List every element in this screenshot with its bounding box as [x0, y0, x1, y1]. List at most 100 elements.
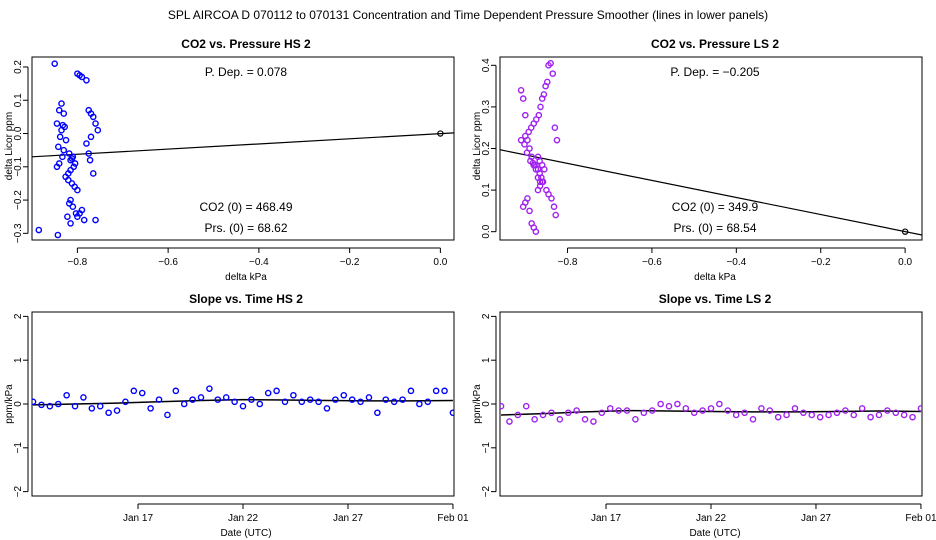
data-point — [541, 165, 548, 173]
data-point — [264, 389, 272, 397]
x-tick-label: −0.2 — [340, 257, 360, 268]
data-point — [615, 407, 622, 414]
data-point — [514, 411, 522, 419]
fit-line — [32, 132, 454, 158]
data-point — [690, 409, 698, 417]
data-point — [699, 407, 706, 414]
x-axis-label: delta kPa — [225, 272, 267, 283]
x-tick-label: Jan 17 — [591, 513, 621, 524]
data-point — [548, 195, 555, 202]
data-point — [536, 178, 544, 186]
data-point — [532, 228, 540, 235]
data-point — [550, 203, 558, 211]
data-point — [62, 136, 70, 144]
data-point — [808, 411, 816, 419]
data-point — [65, 200, 73, 207]
data-point — [72, 210, 80, 217]
data-point — [83, 76, 90, 84]
data-point — [506, 418, 513, 425]
y-axis-label: delta Licor ppm — [4, 112, 15, 180]
annotation-co2-0: CO2 (0) = 468.49 — [199, 200, 292, 214]
data-point — [553, 136, 561, 144]
figure-title: SPL AIRCOA D 070112 to 070131 Concentrat… — [168, 8, 768, 22]
data-point — [58, 126, 65, 134]
data-point — [884, 407, 891, 414]
data-point — [416, 400, 423, 408]
data-point — [74, 186, 81, 194]
x-tick-label: 0.0 — [433, 257, 447, 268]
data-point — [724, 407, 732, 414]
data-point — [526, 207, 533, 215]
data-point — [537, 103, 544, 111]
data-point — [357, 398, 364, 406]
data-point — [648, 407, 656, 414]
data-point — [632, 416, 639, 423]
data-point — [543, 78, 551, 86]
data-point — [155, 396, 163, 403]
y-tick-label: −2 — [13, 485, 24, 497]
data-point — [909, 413, 916, 421]
data-point — [523, 149, 531, 156]
panel-ls-slope: Slope vs. Time LS 2 Date (UTC) ppm/kPa J… — [472, 292, 936, 539]
data-point — [94, 126, 102, 134]
data-point — [88, 405, 96, 412]
data-point — [858, 405, 866, 412]
x-tick-label: −0.8 — [68, 257, 88, 268]
data-point — [564, 409, 572, 417]
plot-frame — [31, 56, 455, 241]
y-tick-label: 1 — [481, 357, 492, 363]
data-point — [623, 407, 631, 414]
data-point — [548, 409, 555, 417]
data-point — [766, 407, 774, 414]
data-point — [105, 409, 112, 417]
x-tick-label: Feb 01 — [905, 513, 936, 524]
data-point — [850, 411, 858, 419]
plot-frame — [499, 311, 923, 497]
x-tick-label: −0.2 — [811, 257, 831, 268]
data-point — [32, 398, 37, 406]
data-point — [424, 398, 432, 406]
y-tick-label: 0 — [13, 401, 24, 407]
data-point — [524, 195, 531, 202]
data-point — [521, 141, 528, 148]
x-tick-label: 0.0 — [898, 257, 912, 268]
data-point — [441, 387, 448, 395]
data-point — [58, 100, 65, 107]
data-point — [783, 411, 790, 419]
data-point — [67, 196, 74, 204]
panel-ls-pressure: CO2 vs. Pressure LS 2 delta kPa delta Li… — [472, 37, 923, 283]
data-point — [522, 111, 529, 119]
data-point — [65, 170, 72, 177]
y-tick-label: 0.0 — [13, 126, 24, 140]
data-point — [71, 160, 79, 167]
data-point — [172, 387, 180, 395]
data-point — [323, 405, 331, 412]
plot-area — [500, 400, 922, 425]
x-tick-label: −0.6 — [642, 257, 662, 268]
data-point — [306, 396, 314, 403]
y-tick-label: 0.1 — [13, 93, 24, 107]
data-point — [239, 402, 247, 410]
data-point — [606, 405, 614, 412]
y-tick-label: −1 — [481, 442, 492, 454]
data-point — [63, 391, 70, 399]
data-point — [531, 416, 538, 423]
x-axis-label: delta kPa — [694, 272, 736, 283]
data-point — [206, 385, 213, 392]
data-point — [46, 402, 54, 410]
data-point — [833, 409, 841, 417]
plot-area — [32, 385, 454, 419]
data-point — [532, 165, 540, 173]
data-point — [138, 389, 146, 397]
y-tick-label: 0.4 — [481, 58, 492, 72]
data-point — [189, 396, 196, 403]
x-tick-label: Feb 01 — [437, 513, 469, 524]
data-point — [528, 153, 535, 161]
data-point — [69, 203, 77, 211]
panel-title: CO2 vs. Pressure LS 2 — [651, 37, 779, 51]
x-tick-label: −0.6 — [158, 257, 178, 268]
data-point — [71, 402, 79, 410]
panel-hs-pressure: CO2 vs. Pressure HS 2 delta kPa delta Li… — [4, 37, 455, 283]
data-point — [707, 405, 715, 412]
x-tick-label: Jan 22 — [228, 513, 258, 524]
